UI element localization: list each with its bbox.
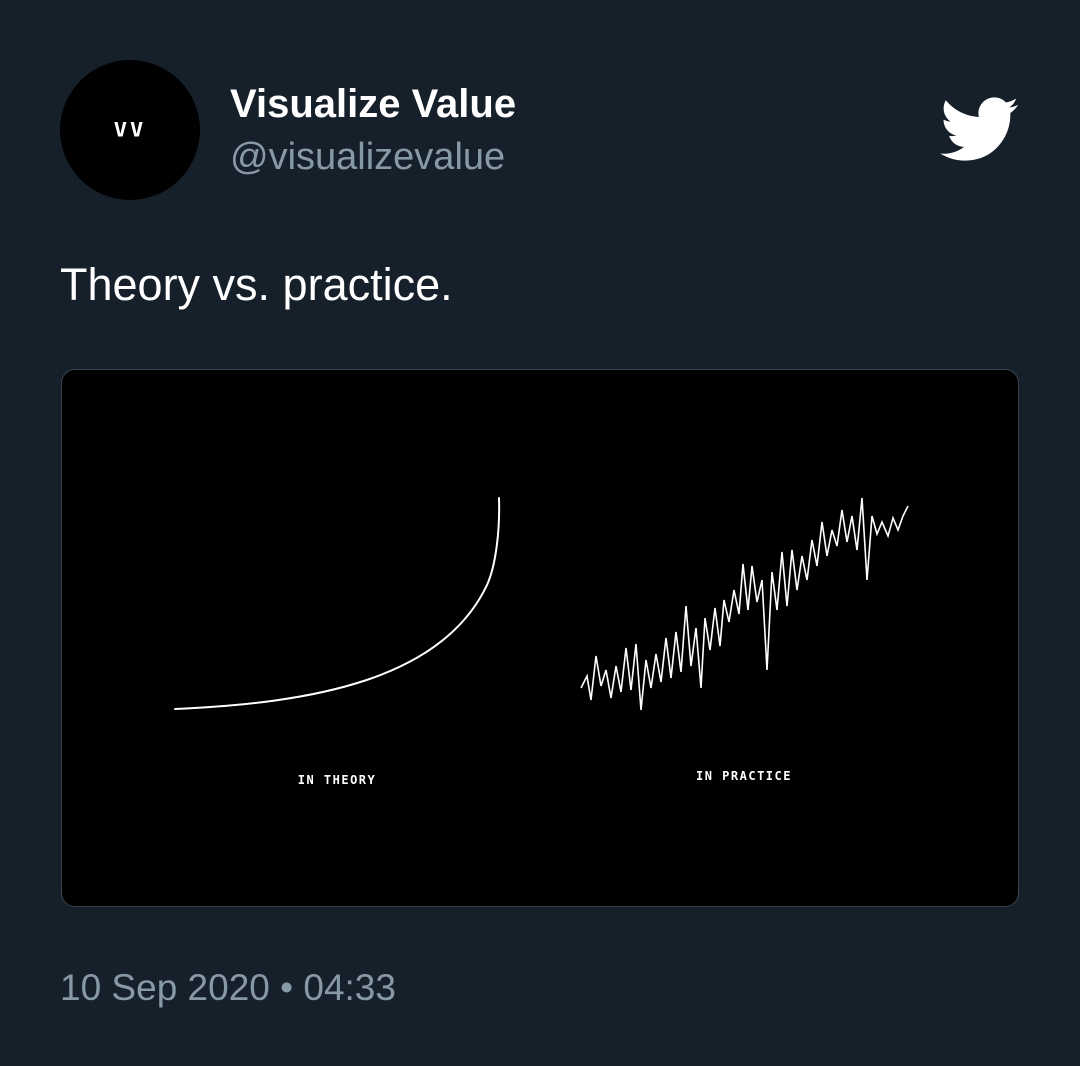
tweet-media-image[interactable]: IN THEORY IN PRACTICE bbox=[61, 369, 1019, 907]
theory-caption: IN THEORY bbox=[297, 773, 377, 787]
practice-line bbox=[580, 497, 909, 711]
theory-curve bbox=[174, 497, 501, 710]
tweet-timestamp[interactable]: 10 Sep 2020 • 04:33 bbox=[60, 967, 396, 1008]
author-display-name[interactable]: Visualize Value bbox=[230, 82, 517, 126]
avatar[interactable]: VV bbox=[60, 60, 200, 200]
media-illustration bbox=[174, 497, 909, 711]
practice-caption: IN PRACTICE bbox=[696, 769, 792, 783]
twitter-bird-icon[interactable] bbox=[940, 97, 1020, 163]
tweet-text: Theory vs. practice. bbox=[60, 259, 453, 310]
author-handle[interactable]: @visualizevalue bbox=[230, 136, 506, 178]
avatar-logo-text: VV bbox=[113, 118, 147, 142]
